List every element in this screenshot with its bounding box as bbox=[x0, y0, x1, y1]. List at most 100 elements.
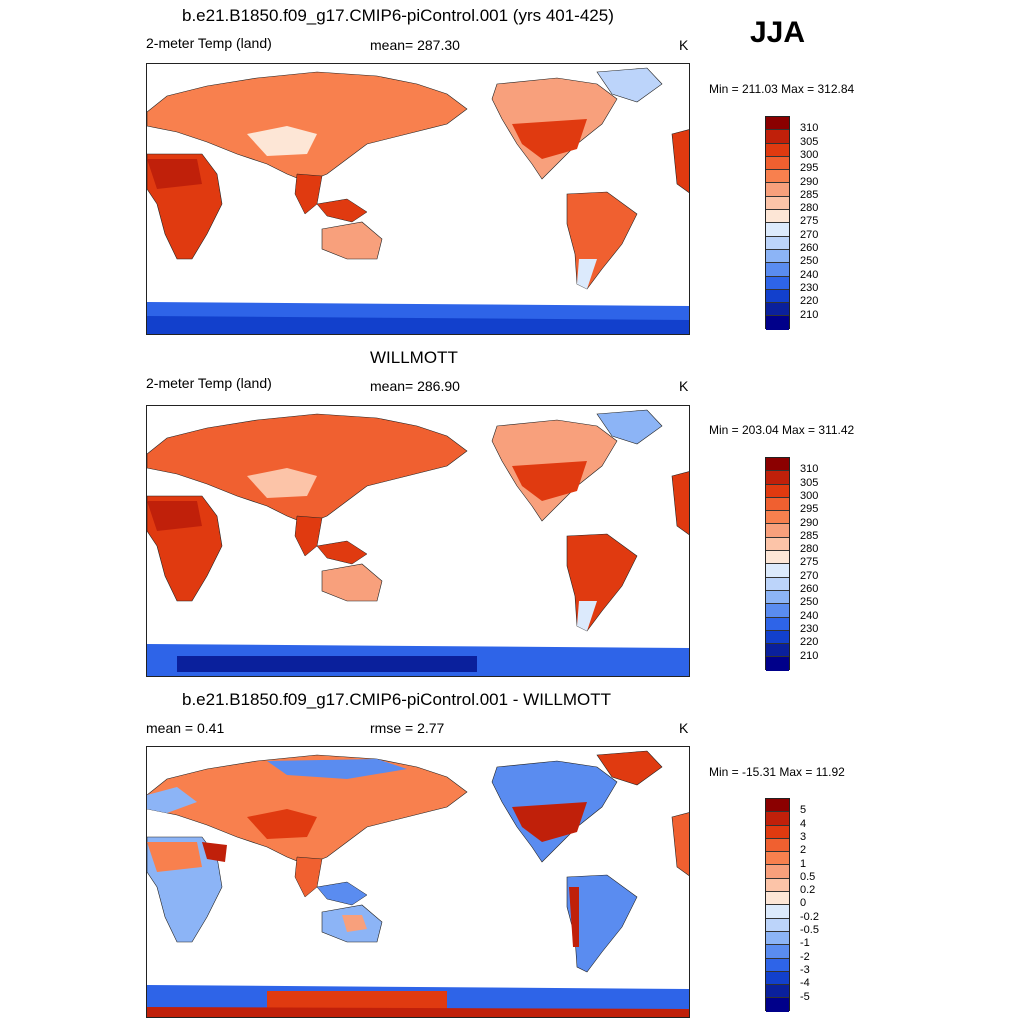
colorbar-swatch bbox=[766, 183, 789, 197]
colorbar-tick-label: -0.2 bbox=[800, 910, 819, 923]
colorbar-swatch bbox=[766, 892, 789, 906]
colorbar-swatch bbox=[766, 865, 789, 879]
arabia-region bbox=[202, 842, 227, 862]
colorbar-tick-label: 290 bbox=[800, 516, 819, 529]
colorbar-swatch bbox=[766, 985, 789, 999]
colorbar-tick-label: 310 bbox=[800, 463, 819, 476]
tibet-region bbox=[247, 809, 317, 839]
panel-2-left-label: 2-meter Temp (land) bbox=[146, 375, 272, 391]
antarctica-dark-region bbox=[147, 1007, 689, 1017]
colorbar-swatch bbox=[766, 852, 789, 866]
panel-2-units: K bbox=[679, 378, 689, 394]
antarctica-inner-region bbox=[177, 656, 477, 672]
antarctica-inner-region bbox=[147, 316, 689, 334]
colorbar-swatch bbox=[766, 117, 789, 131]
colorbar-swatch bbox=[766, 878, 789, 893]
india-region bbox=[294, 173, 323, 215]
colorbar-swatch bbox=[766, 458, 789, 472]
colorbar-tick-label: 2 bbox=[800, 844, 807, 857]
india-region bbox=[294, 856, 323, 898]
colorbar-swatch bbox=[766, 537, 789, 552]
colorbar-swatch bbox=[766, 143, 789, 157]
colorbar-swatch bbox=[766, 196, 789, 211]
greenland-region bbox=[596, 67, 663, 103]
colorbar-swatch bbox=[766, 604, 789, 618]
colorbar-swatch bbox=[766, 276, 789, 290]
panel-2-title: WILLMOTT bbox=[370, 348, 458, 367]
colorbar-swatch bbox=[766, 303, 789, 317]
panel-3-units: K bbox=[679, 720, 689, 736]
colorbar-swatch bbox=[766, 590, 789, 605]
eurasia-region bbox=[147, 754, 468, 866]
colorbar-tick-label: 305 bbox=[800, 476, 819, 489]
colorbar-swatch bbox=[766, 971, 789, 986]
sahara-region bbox=[147, 842, 202, 872]
colorbar-tick-label: 250 bbox=[800, 596, 819, 609]
europe-edge-region bbox=[671, 129, 689, 193]
colorbar-tick-label: 4 bbox=[800, 817, 807, 830]
greenland-region bbox=[596, 409, 663, 445]
colorbar-swatch bbox=[766, 799, 789, 813]
colorbar-swatch bbox=[766, 931, 789, 946]
europe-edge-region bbox=[671, 812, 689, 876]
colorbar-tick-label: 300 bbox=[800, 489, 819, 502]
season-label: JJA bbox=[750, 16, 806, 49]
colorbar-swatch bbox=[766, 998, 789, 1012]
tibet-region bbox=[247, 126, 317, 156]
colorbar-tick-label: 295 bbox=[800, 503, 819, 516]
colorbar-tick-label: 250 bbox=[800, 255, 819, 268]
colorbar-swatch bbox=[766, 263, 789, 277]
panel-2-mean-label: mean= 286.90 bbox=[370, 378, 460, 394]
panel-3-mean-label: mean = 0.41 bbox=[146, 720, 225, 736]
india-region bbox=[294, 515, 323, 557]
panel-1-title: b.e21.B1850.f09_g17.CMIP6-piControl.001 … bbox=[182, 6, 614, 25]
south-america-region bbox=[566, 191, 638, 290]
colorbar-tick-label: 280 bbox=[800, 202, 819, 215]
colorbar-tick-label: 240 bbox=[800, 268, 819, 281]
colorbar-tick-label: -2 bbox=[800, 950, 810, 963]
colorbar-swatch bbox=[766, 617, 789, 631]
colorbar-tick-label: -4 bbox=[800, 977, 810, 990]
australia-region bbox=[321, 563, 383, 602]
australia-center-region bbox=[342, 915, 367, 932]
colorbar-swatch bbox=[766, 905, 789, 919]
eurasia-region bbox=[147, 413, 468, 525]
tibet-region bbox=[247, 468, 317, 498]
antarctica-red-region bbox=[267, 991, 447, 1009]
south-america-region bbox=[566, 533, 638, 632]
eurasia-region bbox=[147, 71, 468, 183]
greenland-region bbox=[596, 750, 663, 786]
colorbar-swatch bbox=[766, 289, 789, 304]
colorbar-tick-label: 275 bbox=[800, 215, 819, 228]
colorbar-tick-label: 0.5 bbox=[800, 870, 816, 883]
panel-3-minmax: Min = -15.31 Max = 11.92 bbox=[709, 765, 845, 779]
colorbar-tick-label: 210 bbox=[800, 308, 819, 321]
colorbar-tick-label: 300 bbox=[800, 148, 819, 161]
colorbar-swatch bbox=[766, 958, 789, 972]
panel-1-left-label: 2-meter Temp (land) bbox=[146, 35, 272, 51]
se-asia-islands bbox=[316, 198, 368, 223]
colorbar-tick-label: 5 bbox=[800, 804, 807, 817]
colorbar-tick-label: 310 bbox=[800, 122, 819, 135]
siberia-blue-region bbox=[267, 759, 407, 779]
colorbar-swatch bbox=[766, 156, 789, 171]
colorbar-tick-label: 270 bbox=[800, 228, 819, 241]
sahara-region bbox=[147, 159, 202, 189]
colorbar-tick-label: -0.5 bbox=[800, 924, 819, 936]
colorbar-tick-label: 260 bbox=[800, 242, 819, 254]
colorbar-tick-label: 270 bbox=[800, 569, 819, 582]
colorbar-tick-label: -5 bbox=[800, 990, 810, 1003]
usa-region bbox=[512, 119, 587, 159]
colorbar-swatch bbox=[766, 577, 789, 591]
colorbar-swatch bbox=[766, 812, 789, 826]
panel-1-mean-label: mean= 287.30 bbox=[370, 37, 460, 53]
colorbar-swatch bbox=[766, 236, 789, 250]
se-asia-islands bbox=[316, 881, 368, 906]
colorbar-swatch bbox=[766, 945, 789, 959]
se-asia-islands bbox=[316, 540, 368, 565]
colorbar-tick-label: -1 bbox=[800, 937, 810, 950]
colorbar-swatch bbox=[766, 497, 789, 512]
colorbar-swatch bbox=[766, 130, 789, 144]
colorbar-swatch bbox=[766, 564, 789, 578]
colorbar-swatch bbox=[766, 524, 789, 538]
